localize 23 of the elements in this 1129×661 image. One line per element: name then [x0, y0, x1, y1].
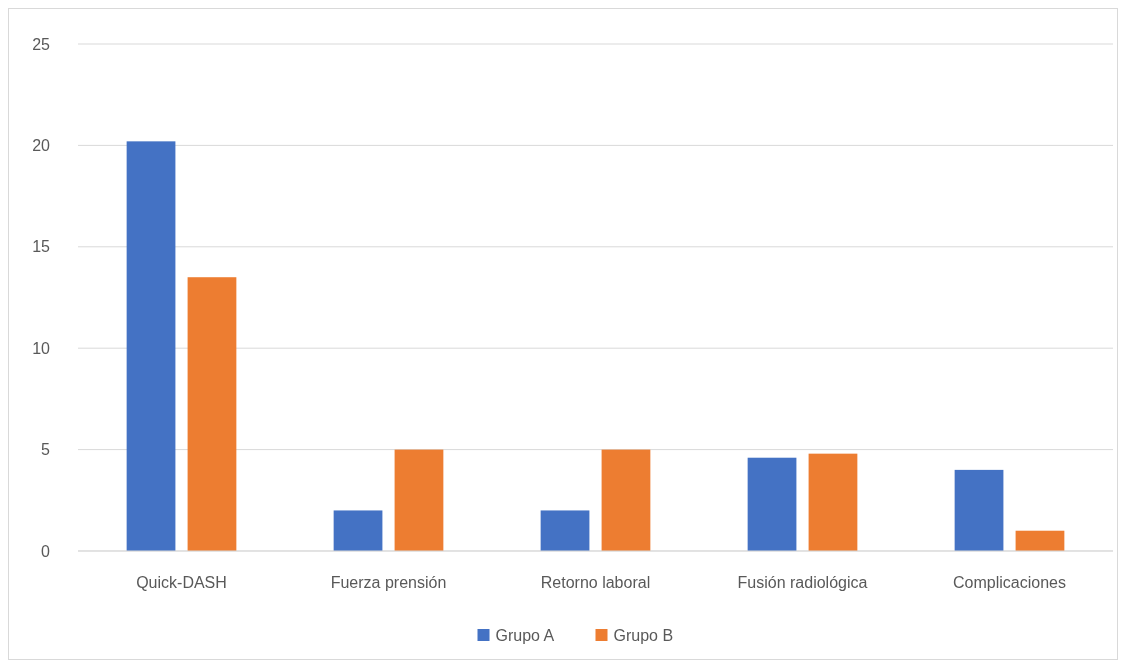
bar	[126, 141, 176, 551]
y-tick-label: 0	[41, 542, 51, 560]
bar	[601, 449, 651, 551]
bar	[540, 510, 590, 551]
legend-label: Grupo B	[613, 626, 674, 644]
bar	[1015, 530, 1065, 551]
y-tick-label: 10	[32, 339, 51, 357]
bar	[808, 453, 858, 551]
y-tick-label: 20	[32, 137, 51, 154]
y-tick-label: 25	[32, 35, 51, 53]
bar	[187, 277, 237, 551]
y-tick-label: 15	[32, 238, 51, 256]
bar	[394, 449, 444, 551]
x-tick-label: Fusión radiológica	[737, 574, 868, 591]
bar	[954, 469, 1004, 551]
x-tick-label: Fuerza prensión	[330, 574, 447, 591]
x-tick-label: Complicaciones	[953, 574, 1066, 591]
bar	[333, 510, 383, 551]
x-tick-label: Quick-DASH	[136, 574, 227, 591]
legend-label: Grupo A	[495, 626, 555, 644]
y-tick-label: 5	[41, 441, 51, 459]
x-tick-label: Retorno laboral	[540, 574, 651, 591]
bar	[747, 457, 797, 551]
